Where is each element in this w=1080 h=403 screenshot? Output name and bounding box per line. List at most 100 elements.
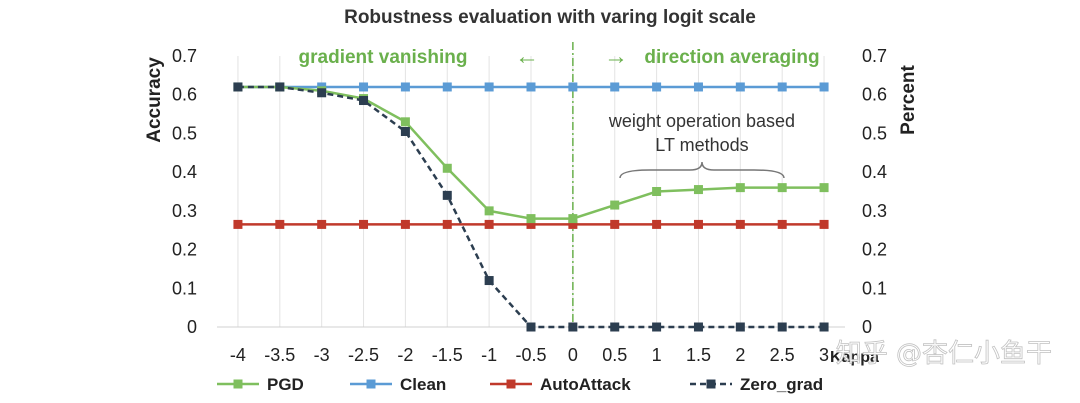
y-tick-label-right: 0.7: [862, 46, 887, 66]
data-point-pgd: [400, 117, 410, 127]
data-point-clean: [400, 82, 410, 92]
x-axis: -4 -3.5 -3 -2.5 -2 -1.5 -1 -0.5 0 0.5 1 1.5 2 2.5 3: [230, 345, 829, 365]
x-tick-label: -1: [481, 345, 497, 365]
x-tick-label: -3.5: [264, 345, 295, 365]
data-point-clean: [735, 82, 745, 92]
data-point-pgd: [610, 200, 620, 210]
data-point-zero_grad: [652, 322, 662, 332]
data-point-autoattack: [484, 219, 494, 229]
data-point-clean: [777, 82, 787, 92]
y-tick-label-right: 0: [862, 317, 872, 337]
data-point-autoattack: [359, 219, 369, 229]
y-tick-label-right: 0.2: [862, 240, 887, 260]
x-tick-label: 2: [735, 345, 745, 365]
note-line-1: weight operation based: [608, 111, 795, 131]
data-point-zero_grad: [819, 322, 829, 332]
data-point-autoattack: [735, 219, 745, 229]
data-point-pgd: [568, 214, 578, 224]
legend-label-zero_grad: Zero_grad: [740, 375, 823, 394]
data-point-clean: [484, 82, 494, 92]
data-point-autoattack: [693, 219, 703, 229]
x-tick-label: -0.5: [515, 345, 546, 365]
data-point-autoattack: [610, 219, 620, 229]
data-point-clean: [442, 82, 452, 92]
data-point-autoattack: [526, 219, 536, 229]
data-point-clean: [652, 82, 662, 92]
x-tick-label: -2: [397, 345, 413, 365]
data-point-autoattack: [568, 219, 578, 229]
x-tick-label: -1.5: [432, 345, 463, 365]
legend-marker-clean: [366, 379, 376, 389]
x-tick-label: 0: [568, 345, 578, 365]
data-point-pgd: [777, 183, 787, 193]
curly-brace-icon: [619, 161, 785, 179]
y-tick-label-right: 0.3: [862, 201, 887, 221]
region-label-gradient-vanishing: gradient vanishing: [299, 47, 468, 68]
data-point-clean: [568, 82, 578, 92]
data-point-zero_grad: [484, 276, 494, 286]
data-point-pgd: [484, 206, 494, 216]
chart-title: Robustness evaluation with varing logit …: [344, 7, 756, 28]
data-point-autoattack: [233, 219, 243, 229]
legend-marker-zero_grad: [706, 379, 716, 389]
data-point-zero_grad: [359, 96, 369, 106]
data-point-zero_grad: [442, 190, 452, 200]
note-line-2: LT methods: [655, 135, 748, 155]
y-tick-label: 0.4: [172, 162, 197, 182]
data-point-autoattack: [275, 219, 285, 229]
data-point-zero_grad: [400, 126, 410, 136]
grid: [217, 56, 845, 328]
data-point-zero_grad: [233, 82, 243, 92]
x-tick-label: 3: [819, 345, 829, 365]
data-point-autoattack: [777, 219, 787, 229]
data-point-pgd: [442, 163, 452, 173]
data-point-pgd: [819, 183, 829, 193]
watermark: 知乎 @杏仁小鱼干: [836, 339, 1052, 369]
x-tick-label: 1.5: [686, 345, 711, 365]
data-point-pgd: [693, 185, 703, 195]
data-point-autoattack: [400, 219, 410, 229]
data-point-clean: [359, 82, 369, 92]
y-tick-label: 0.3: [172, 201, 197, 221]
data-point-clean: [526, 82, 536, 92]
data-point-clean: [819, 82, 829, 92]
legend-label-autoattack: AutoAttack: [540, 375, 631, 394]
data-point-zero_grad: [275, 82, 285, 92]
region-label-direction-averaging: direction averaging: [644, 47, 819, 68]
y-tick-label: 0: [187, 317, 197, 337]
data-point-pgd: [735, 183, 745, 193]
legend: PGD Clean AutoAttack Zero_grad: [217, 375, 823, 394]
y-tick-label-right: 0.1: [862, 278, 887, 298]
data-point-autoattack: [819, 219, 829, 229]
x-tick-label: -2.5: [348, 345, 379, 365]
data-point-pgd: [652, 187, 662, 196]
y-tick-label-right: 0.4: [862, 162, 887, 182]
x-tick-label: 2.5: [770, 345, 795, 365]
y-tick-label-right: 0.5: [862, 123, 887, 143]
y-tick-label: 0.6: [172, 85, 197, 105]
series-layer: [233, 82, 829, 332]
y-axis-title-right: Percent: [898, 64, 919, 134]
right-arrow-icon: →: [604, 43, 628, 70]
legend-label-clean: Clean: [400, 375, 446, 394]
y-tick-label: 0.7: [172, 46, 197, 66]
x-tick-label: -3: [314, 345, 330, 365]
x-tick-label: 0.5: [602, 345, 627, 365]
data-point-zero_grad: [610, 322, 620, 332]
x-axis-title: Kappa: [830, 349, 879, 366]
x-tick-label: 1: [652, 345, 662, 365]
legend-marker-pgd: [233, 379, 243, 389]
y-axis-title: Accuracy: [144, 57, 165, 143]
data-point-autoattack: [317, 219, 327, 229]
data-point-clean: [693, 82, 703, 92]
data-point-zero_grad: [568, 322, 578, 332]
y-tick-label: 0.1: [172, 278, 197, 298]
data-point-zero_grad: [735, 322, 745, 332]
data-point-zero_grad: [526, 322, 536, 332]
legend-marker-autoattack: [506, 379, 516, 389]
x-tick-label: -4: [230, 345, 246, 365]
legend-label-pgd: PGD: [267, 375, 304, 394]
y-tick-label: 0.5: [172, 123, 197, 143]
left-arrow-icon: ←: [515, 43, 539, 70]
